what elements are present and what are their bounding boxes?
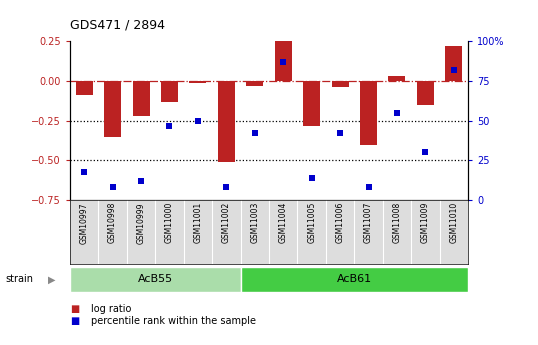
Text: ■: ■ xyxy=(70,316,79,326)
Text: GSM11002: GSM11002 xyxy=(222,202,231,243)
Bar xyxy=(388,76,406,81)
Bar xyxy=(417,81,434,105)
Text: GSM11010: GSM11010 xyxy=(449,202,458,243)
Bar xyxy=(246,81,263,86)
Text: GSM11008: GSM11008 xyxy=(392,202,401,243)
Text: GSM11000: GSM11000 xyxy=(165,202,174,243)
Bar xyxy=(218,81,235,162)
Bar xyxy=(189,81,207,83)
Text: GSM11006: GSM11006 xyxy=(336,202,345,243)
Bar xyxy=(275,38,292,81)
Bar xyxy=(303,81,320,126)
Bar xyxy=(161,81,178,102)
Text: percentile rank within the sample: percentile rank within the sample xyxy=(91,316,257,326)
Text: GSM10997: GSM10997 xyxy=(80,202,89,244)
Text: GSM11001: GSM11001 xyxy=(193,202,202,243)
Text: GSM11004: GSM11004 xyxy=(279,202,288,243)
Bar xyxy=(240,267,468,292)
Text: log ratio: log ratio xyxy=(91,304,132,314)
Bar xyxy=(76,81,93,95)
Bar xyxy=(360,81,377,145)
Bar xyxy=(70,267,240,292)
Bar xyxy=(104,81,121,137)
Text: GSM11009: GSM11009 xyxy=(421,202,430,243)
Bar xyxy=(132,81,150,116)
Text: GSM10999: GSM10999 xyxy=(137,202,146,244)
Bar xyxy=(445,46,462,81)
Text: GSM10998: GSM10998 xyxy=(108,202,117,243)
Bar xyxy=(331,81,349,87)
Text: ■: ■ xyxy=(70,304,79,314)
Text: AcB61: AcB61 xyxy=(337,275,372,284)
Text: GSM11003: GSM11003 xyxy=(250,202,259,243)
Text: GDS471 / 2894: GDS471 / 2894 xyxy=(70,18,165,31)
Text: GSM11007: GSM11007 xyxy=(364,202,373,243)
Text: GSM11005: GSM11005 xyxy=(307,202,316,243)
Text: AcB55: AcB55 xyxy=(138,275,173,284)
Text: strain: strain xyxy=(5,275,33,284)
Text: ▶: ▶ xyxy=(48,275,56,284)
